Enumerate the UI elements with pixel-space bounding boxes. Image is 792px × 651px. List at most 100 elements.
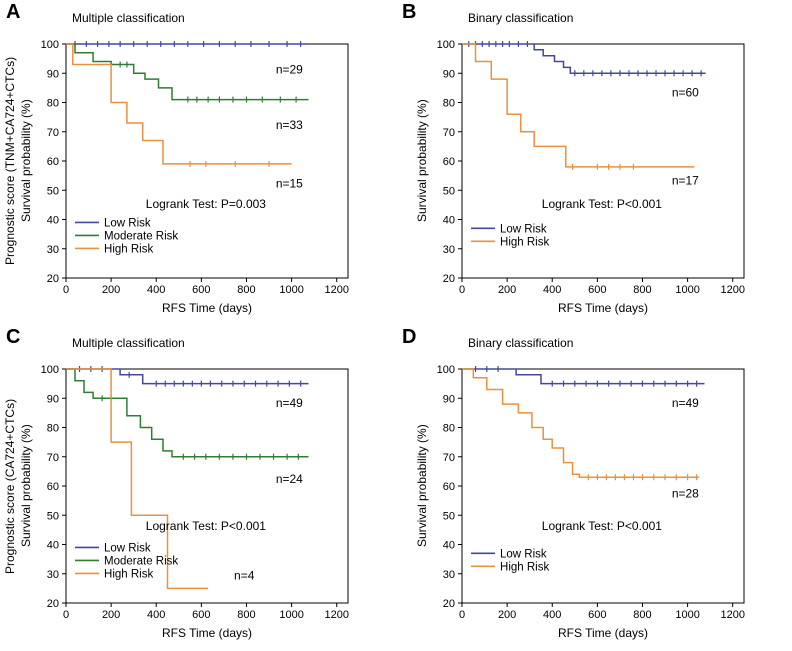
x-tick-label: 0 xyxy=(459,609,465,621)
n-count-label: n=49 xyxy=(672,396,699,410)
n-count-label: n=60 xyxy=(672,86,699,100)
n-count-label: n=28 xyxy=(672,487,699,501)
x-tick-label: 600 xyxy=(588,609,606,621)
x-tick-label: 800 xyxy=(237,284,255,296)
y-tick-label: 90 xyxy=(443,393,455,405)
x-tick-label: 800 xyxy=(237,609,255,621)
y-tick-label: 80 xyxy=(47,423,59,435)
n-count-label: n=24 xyxy=(276,472,303,486)
x-tick-label: 200 xyxy=(498,284,516,296)
y-tick-label: 60 xyxy=(443,156,455,168)
x-axis-label: RFS Time (days) xyxy=(161,301,252,315)
survival-curve-high-risk xyxy=(66,43,292,165)
y-axis-label: Survival probability (%) xyxy=(19,424,33,548)
y-tick-label: 40 xyxy=(47,540,59,552)
n-count-label: n=15 xyxy=(276,176,303,190)
panel-letter: A xyxy=(6,1,21,23)
panel-d: D Binary classification Survival probabi… xyxy=(396,325,792,651)
x-tick-label: 0 xyxy=(63,609,69,621)
x-tick-label: 600 xyxy=(588,284,606,296)
n-count-label: n=4 xyxy=(234,569,255,583)
y-axis-label: Survival probability (%) xyxy=(415,99,429,223)
y-tick-label: 30 xyxy=(47,244,59,256)
survival-curve-moderate-risk xyxy=(66,43,309,101)
y-tick-label: 70 xyxy=(443,452,455,464)
x-tick-label: 400 xyxy=(543,284,561,296)
x-tick-label: 200 xyxy=(102,284,120,296)
y-tick-label: 90 xyxy=(443,68,455,80)
panel-b: B Binary classification Survival probabi… xyxy=(396,0,792,325)
x-tick-label: 400 xyxy=(147,609,165,621)
y-tick-label: 70 xyxy=(47,452,59,464)
y-tick-label: 50 xyxy=(47,510,59,522)
n-count-label: n=33 xyxy=(276,118,303,132)
y-axis-outer-label: Prognostic score (TNM+CA724+CTCs) xyxy=(3,56,17,266)
x-axis-label: RFS Time (days) xyxy=(161,626,252,640)
panel-letter: D xyxy=(402,326,417,348)
y-tick-label: 50 xyxy=(443,510,455,522)
survival-curve-high-risk xyxy=(462,43,695,168)
y-tick-label: 20 xyxy=(443,273,455,285)
y-tick-label: 70 xyxy=(443,127,455,139)
legend-label: Moderate Risk xyxy=(104,230,178,242)
y-tick-label: 50 xyxy=(443,185,455,197)
legend-label: Low Risk xyxy=(500,548,547,560)
panel-title: Binary classification xyxy=(468,11,574,25)
survival-curve-high-risk xyxy=(66,368,209,590)
survival-plot: 0 200 400 600 800 1000 1200 20 30 40 50 60 70 80 90 100… xyxy=(437,364,745,621)
n-count-label: n=49 xyxy=(276,396,303,410)
x-tick-label: 0 xyxy=(459,284,465,296)
legend-label: Low Risk xyxy=(104,542,151,554)
panel-a: A Multiple classification Prognostic sco… xyxy=(0,0,396,325)
logrank-test-label: Logrank Test: P=0.003 xyxy=(146,197,267,211)
legend-label: High Risk xyxy=(104,568,153,580)
y-tick-label: 30 xyxy=(47,569,59,581)
legend-label: High Risk xyxy=(104,243,153,255)
y-axis-label: Survival probability (%) xyxy=(415,424,429,548)
x-tick-label: 1200 xyxy=(324,284,348,296)
survival-plot: 0 200 400 600 800 1000 1200 20 30 40 50 60 70 80 90 100… xyxy=(41,364,349,621)
y-tick-label: 20 xyxy=(443,598,455,610)
y-tick-label: 90 xyxy=(47,393,59,405)
legend-label: Low Risk xyxy=(104,217,151,229)
y-tick-label: 60 xyxy=(47,156,59,168)
y-tick-label: 20 xyxy=(47,273,59,285)
survival-plot: 0 200 400 600 800 1000 1200 20 30 40 50 60 70 80 90 100… xyxy=(437,39,745,296)
survival-curve-low-risk xyxy=(462,43,706,75)
x-tick-label: 200 xyxy=(102,609,120,621)
y-tick-label: 80 xyxy=(443,423,455,435)
x-tick-label: 1000 xyxy=(279,284,303,296)
x-tick-label: 1200 xyxy=(720,609,744,621)
x-tick-label: 1000 xyxy=(675,284,699,296)
y-tick-label: 80 xyxy=(47,98,59,110)
y-tick-label: 80 xyxy=(443,98,455,110)
x-tick-label: 400 xyxy=(543,609,561,621)
x-tick-label: 800 xyxy=(633,609,651,621)
legend-label: High Risk xyxy=(500,236,549,248)
panel-letter: C xyxy=(6,326,21,348)
y-tick-label: 40 xyxy=(443,540,455,552)
survival-plot: 0 200 400 600 800 1000 1200 20 30 40 50 60 70 80 90 100… xyxy=(41,39,349,296)
legend-label: Low Risk xyxy=(500,223,547,235)
x-tick-label: 1200 xyxy=(720,284,744,296)
x-axis-label: RFS Time (days) xyxy=(557,301,648,315)
x-tick-label: 1200 xyxy=(324,609,348,621)
x-tick-label: 200 xyxy=(498,609,516,621)
panel-letter: B xyxy=(402,1,417,23)
x-tick-label: 800 xyxy=(633,284,651,296)
x-axis-label: RFS Time (days) xyxy=(557,626,648,640)
y-tick-label: 100 xyxy=(437,364,455,376)
y-axis-label: Survival probability (%) xyxy=(19,99,33,223)
y-tick-label: 60 xyxy=(47,481,59,493)
survival-curve-moderate-risk xyxy=(66,368,309,458)
x-tick-label: 600 xyxy=(192,284,210,296)
panel-c: C Multiple classification Prognostic sco… xyxy=(0,325,396,651)
panel-title: Binary classification xyxy=(468,336,574,350)
y-tick-label: 20 xyxy=(47,598,59,610)
y-tick-label: 40 xyxy=(443,215,455,227)
logrank-test-label: Logrank Test: P<0.001 xyxy=(542,197,663,211)
x-tick-label: 1000 xyxy=(675,609,699,621)
legend-label: High Risk xyxy=(500,561,549,573)
y-axis-outer-label: Prognostic score (CA724+CTCs) xyxy=(3,398,17,574)
